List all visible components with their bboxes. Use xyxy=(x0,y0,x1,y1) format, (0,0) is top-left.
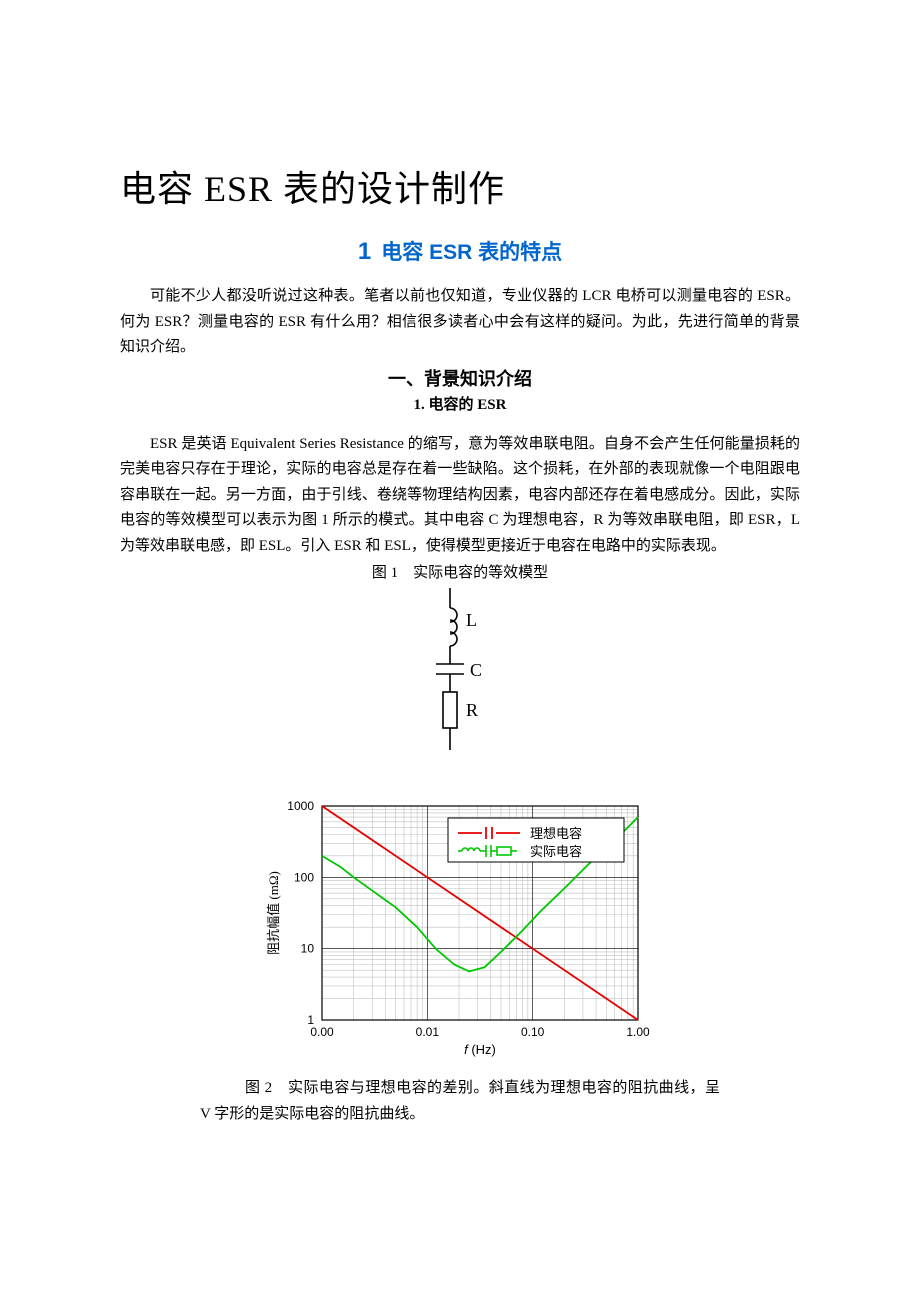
figure-2: 0.00 0.01 0.10 1.00 1 10 100 1000 f (Hz) 阻抗幅值 (mΩ… xyxy=(120,792,800,1062)
subhead-1: 一、背景知识介绍 xyxy=(120,365,800,391)
svg-text:实际电容: 实际电容 xyxy=(530,844,582,859)
esr-paragraph: ESR 是英语 Equivalent Series Resistance 的缩写… xyxy=(120,432,800,560)
svg-text:R: R xyxy=(466,700,478,720)
fig1-caption: 图 1 实际电容的等效模型 xyxy=(120,561,800,582)
fig2-impedance-chart: 0.00 0.01 0.10 1.00 1 10 100 1000 f (Hz) 阻抗幅值 (mΩ… xyxy=(260,792,660,1062)
svg-text:1: 1 xyxy=(307,1013,314,1027)
svg-text:C: C xyxy=(470,660,482,680)
figure-1: L CR xyxy=(120,586,800,786)
svg-text:0.01: 0.01 xyxy=(416,1025,440,1039)
section-1-text: 电容 ESR 表的特点 xyxy=(381,241,562,264)
svg-text:阻抗幅值 (mΩ): 阻抗幅值 (mΩ) xyxy=(266,871,281,955)
subsubhead-1: 1. 电容的 ESR xyxy=(120,393,800,414)
svg-text:10: 10 xyxy=(301,942,315,956)
fig1-circuit-diagram: L CR xyxy=(400,586,520,786)
svg-text:100: 100 xyxy=(294,870,314,884)
svg-text:理想电容: 理想电容 xyxy=(530,826,582,841)
svg-text:L: L xyxy=(466,610,477,630)
svg-text:f (Hz): f (Hz) xyxy=(464,1042,496,1057)
svg-text:1.00: 1.00 xyxy=(626,1025,650,1039)
svg-text:0.10: 0.10 xyxy=(521,1025,545,1039)
main-title: 电容 ESR 表的设计制作 xyxy=(120,160,800,212)
page-root: 电容 ESR 表的设计制作 1 电容 ESR 表的特点 可能不少人都没听说过这种表… xyxy=(0,0,920,1187)
svg-text:0.00: 0.00 xyxy=(310,1025,334,1039)
intro-paragraph: 可能不少人都没听说过这种表。笔者以前也仅知道，专业仪器的 LCR 电桥可以测量电… xyxy=(120,284,800,361)
section-1-title: 1 电容 ESR 表的特点 xyxy=(120,236,800,266)
section-1-number: 1 xyxy=(358,238,371,265)
fig2-caption: 图 2 实际电容与理想电容的差别。斜直线为理想电容的阻抗曲线，呈 V 字形的是实… xyxy=(200,1076,720,1127)
svg-text:1000: 1000 xyxy=(287,799,314,813)
